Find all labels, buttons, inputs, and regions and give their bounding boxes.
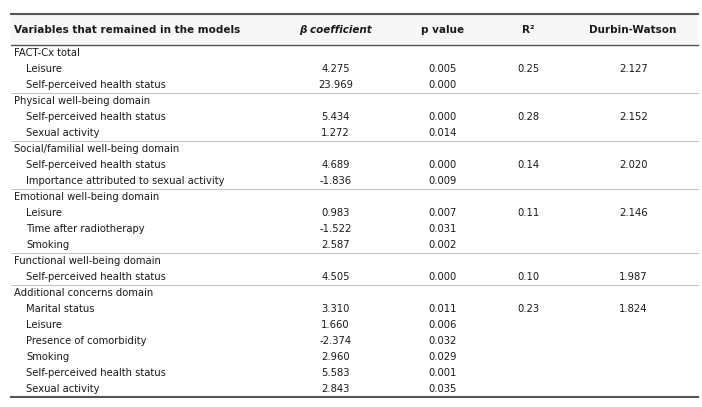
Text: 0.000: 0.000 (428, 272, 456, 282)
Text: Emotional well-being domain: Emotional well-being domain (14, 192, 159, 202)
Text: 0.029: 0.029 (428, 352, 456, 362)
Text: 2.020: 2.020 (619, 160, 647, 170)
Text: -1.836: -1.836 (319, 176, 352, 186)
Text: 0.009: 0.009 (428, 176, 456, 186)
Text: 1.824: 1.824 (619, 304, 647, 314)
Text: 0.011: 0.011 (428, 304, 456, 314)
Text: 0.23: 0.23 (517, 304, 539, 314)
Text: 0.005: 0.005 (428, 64, 456, 74)
Bar (11, 14, 698, 45)
Text: 2.960: 2.960 (322, 352, 350, 362)
Text: Presence of comorbidity: Presence of comorbidity (26, 336, 147, 346)
Text: 0.11: 0.11 (517, 208, 539, 218)
Text: 0.031: 0.031 (428, 224, 456, 234)
Text: 23.969: 23.969 (318, 80, 353, 90)
Text: 1.987: 1.987 (619, 272, 647, 282)
Text: 0.14: 0.14 (517, 160, 539, 170)
Text: 2.152: 2.152 (618, 112, 647, 122)
Text: 2.843: 2.843 (322, 384, 350, 394)
Text: Self-perceived health status: Self-perceived health status (26, 80, 166, 90)
Text: β coefficient: β coefficient (299, 24, 372, 35)
Text: Smoking: Smoking (26, 240, 69, 250)
Text: 4.505: 4.505 (322, 272, 350, 282)
Text: 1.272: 1.272 (322, 128, 350, 138)
Text: 0.000: 0.000 (428, 112, 456, 122)
Text: Physical well-being domain: Physical well-being domain (14, 96, 150, 106)
Text: 5.434: 5.434 (322, 112, 350, 122)
Text: Smoking: Smoking (26, 352, 69, 362)
Text: 1.660: 1.660 (322, 320, 350, 330)
Text: Marital status: Marital status (26, 304, 95, 314)
Text: 0.001: 0.001 (428, 368, 456, 378)
Text: Leisure: Leisure (26, 320, 62, 330)
Text: Self-perceived health status: Self-perceived health status (26, 160, 166, 170)
Text: Sexual activity: Sexual activity (26, 128, 100, 138)
Text: 0.28: 0.28 (517, 112, 539, 122)
Text: 2.146: 2.146 (619, 208, 647, 218)
Text: 5.583: 5.583 (322, 368, 350, 378)
Text: 4.689: 4.689 (322, 160, 350, 170)
Text: 0.25: 0.25 (517, 64, 539, 74)
Text: 0.014: 0.014 (428, 128, 456, 138)
Text: 2.587: 2.587 (322, 240, 350, 250)
Text: 0.983: 0.983 (322, 208, 350, 218)
Text: 0.006: 0.006 (428, 320, 456, 330)
Text: 0.000: 0.000 (428, 160, 456, 170)
Text: p value: p value (420, 24, 464, 35)
Text: -2.374: -2.374 (319, 336, 352, 346)
Text: 4.275: 4.275 (322, 64, 350, 74)
Text: Additional concerns domain: Additional concerns domain (14, 288, 153, 298)
Text: Functional well-being domain: Functional well-being domain (14, 256, 161, 266)
Text: 0.007: 0.007 (428, 208, 456, 218)
Text: -1.522: -1.522 (319, 224, 352, 234)
Text: R²: R² (522, 24, 534, 35)
Text: 2.127: 2.127 (618, 64, 647, 74)
Text: Self-perceived health status: Self-perceived health status (26, 272, 166, 282)
Text: Leisure: Leisure (26, 64, 62, 74)
Text: Durbin-Watson: Durbin-Watson (590, 24, 677, 35)
Text: Importance attributed to sexual activity: Importance attributed to sexual activity (26, 176, 225, 186)
Text: Variables that remained in the models: Variables that remained in the models (14, 24, 240, 35)
Text: Self-perceived health status: Self-perceived health status (26, 112, 166, 122)
Text: Sexual activity: Sexual activity (26, 384, 100, 394)
Text: Time after radiotherapy: Time after radiotherapy (26, 224, 145, 234)
Text: 0.000: 0.000 (428, 80, 456, 90)
Text: FACT-Cx total: FACT-Cx total (14, 48, 80, 58)
Text: 3.310: 3.310 (322, 304, 350, 314)
Text: Self-perceived health status: Self-perceived health status (26, 368, 166, 378)
Text: 0.032: 0.032 (428, 336, 456, 346)
Text: Leisure: Leisure (26, 208, 62, 218)
Text: 0.002: 0.002 (428, 240, 456, 250)
Text: 0.10: 0.10 (517, 272, 539, 282)
Text: 0.035: 0.035 (428, 384, 456, 394)
Text: Social/familial well-being domain: Social/familial well-being domain (14, 144, 179, 154)
